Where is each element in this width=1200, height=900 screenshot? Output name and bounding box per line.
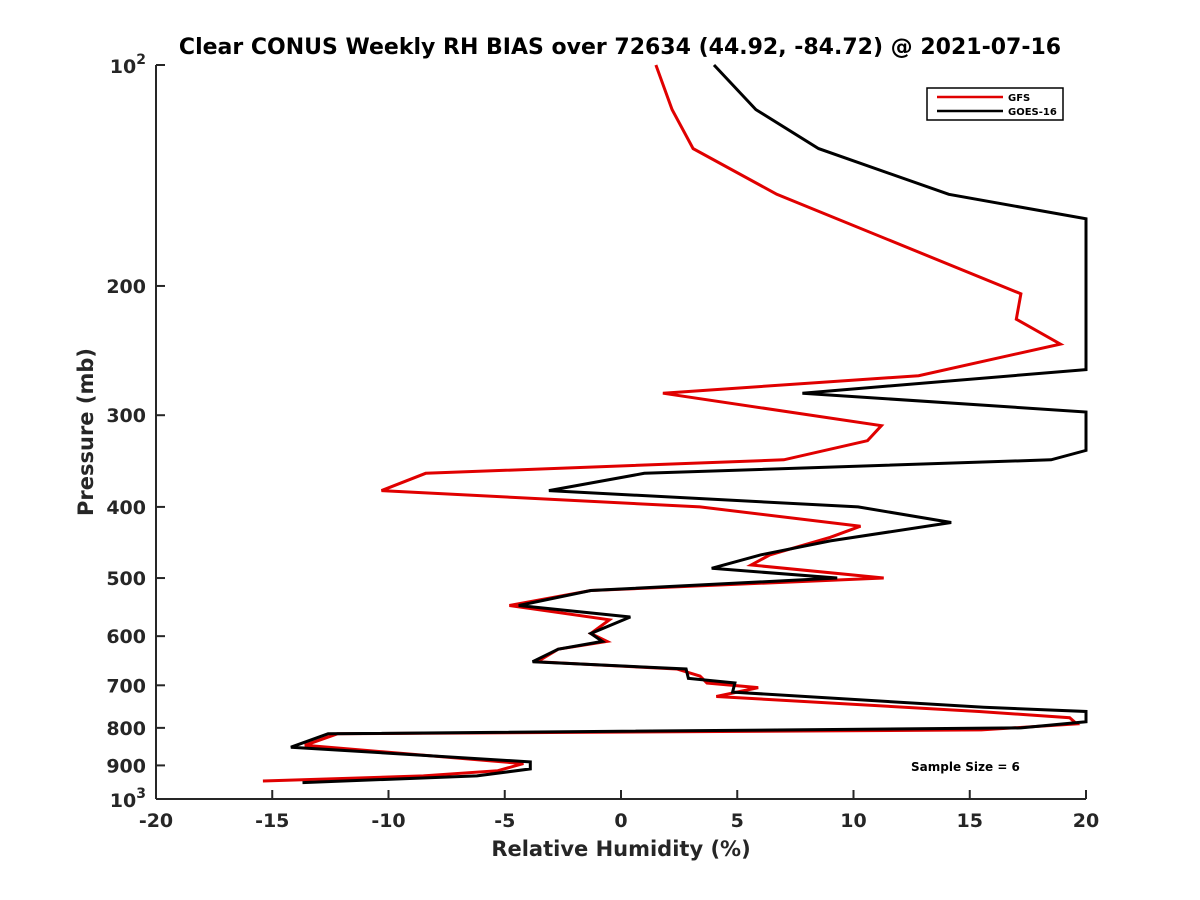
x-tick-label: 15 <box>957 810 983 832</box>
y-tick-label: 800 <box>106 718 146 740</box>
legend-goes-label: GOES-16 <box>1008 107 1057 118</box>
series-line-goes-16 <box>290 63 1088 785</box>
x-tick-label: 5 <box>731 810 744 832</box>
y-tick-label: 103 <box>110 786 146 812</box>
x-tick-label: -15 <box>255 810 289 832</box>
legend-gfs-label: GFS <box>1008 93 1030 104</box>
x-tick-label: -5 <box>494 810 515 832</box>
x-tick-label: 20 <box>1073 810 1099 832</box>
y-ticks: 102 200 300 400 500 600 700 800 900 103 <box>106 52 165 812</box>
x-tick-label: 0 <box>614 810 627 832</box>
legend-box <box>926 87 1064 121</box>
y-axis-label: Pressure (mb) <box>74 348 98 516</box>
y-tick-label: 400 <box>106 497 146 519</box>
series-layer <box>262 63 1088 785</box>
y-tick-label: 200 <box>106 276 146 298</box>
y-tick-label: 700 <box>106 675 146 697</box>
y-tick-label: 600 <box>106 626 146 648</box>
y-tick-label: 900 <box>106 755 146 777</box>
y-tick-label: 300 <box>106 405 146 427</box>
y-tick-label: 500 <box>106 568 146 590</box>
chart-title: Clear CONUS Weekly RH BIAS over 72634 (4… <box>179 35 1061 60</box>
legend: GFS GOES-16 <box>926 87 1064 121</box>
x-ticks: -20 -15 -10 -5 0 5 10 15 20 <box>139 790 1099 832</box>
x-tick-label: -10 <box>371 810 405 832</box>
x-tick-label: 10 <box>840 810 866 832</box>
y-tick-label: 102 <box>110 52 146 78</box>
x-axis-label: Relative Humidity (%) <box>491 837 750 861</box>
sample-size-annotation: Sample Size = 6 <box>911 760 1020 774</box>
x-tick-label: -20 <box>139 810 173 832</box>
